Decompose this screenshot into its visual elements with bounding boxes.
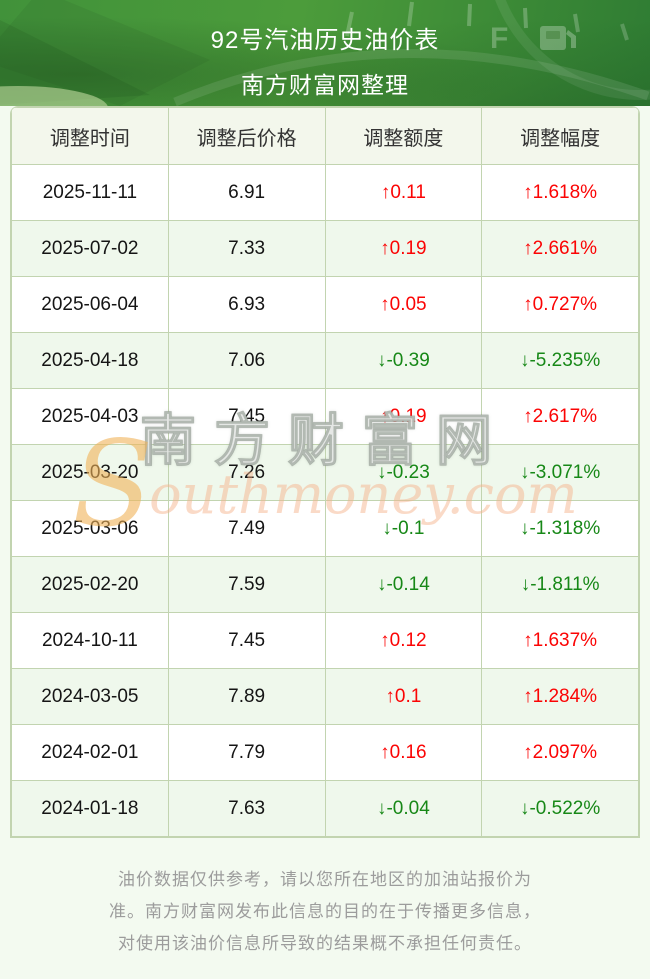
price-cell: 6.91 <box>167 164 326 221</box>
date-cell: 2025-07-02 <box>11 220 169 277</box>
price-row: 2024-10-11 7.45 ↑0.12 ↑1.637% <box>11 612 639 669</box>
price-row: 2024-02-01 7.79 ↑0.16 ↑2.097% <box>11 724 639 781</box>
price-cell: 7.59 <box>167 556 326 613</box>
pct-cell: ↑0.727% <box>481 276 639 333</box>
date-cell: 2024-02-01 <box>11 724 169 781</box>
change-cell: ↑0.05 <box>324 276 483 333</box>
price-table: 调整时间 调整后价格 调整额度 调整幅度 2025-11-11 6.91 ↑0.11… <box>10 106 640 838</box>
price-row: 2025-02-20 7.59 ↓-0.14 ↓-1.811% <box>11 556 639 613</box>
hero-banner: F 92号汽油历史油价表 南方财富网整理 <box>0 0 650 106</box>
change-cell: ↓-0.04 <box>324 780 483 837</box>
gauge-f-label: F <box>490 22 508 55</box>
price-row: 2025-06-04 6.93 ↑0.05 ↑0.727% <box>11 276 639 333</box>
date-cell: 2024-10-11 <box>11 612 169 669</box>
pct-cell: ↑1.618% <box>481 164 639 221</box>
pct-cell: ↑1.284% <box>481 668 639 725</box>
date-cell: 2024-03-05 <box>11 668 169 725</box>
table-header-row: 调整时间 调整后价格 调整额度 调整幅度 <box>11 107 639 165</box>
price-row: 2025-11-11 6.91 ↑0.11 ↑1.618% <box>11 164 639 221</box>
price-cell: 7.33 <box>167 220 326 277</box>
pct-cell: ↓-5.235% <box>481 332 639 389</box>
price-cell: 7.26 <box>167 444 326 501</box>
date-cell: 2024-01-18 <box>11 780 169 837</box>
change-cell: ↑0.11 <box>324 164 483 221</box>
disclaimer-line: 准。南方财富网发布此信息的目的在于传播更多信息， <box>109 902 541 921</box>
col-header-adjusted-price: 调整后价格 <box>167 107 326 165</box>
price-row: 2025-03-06 7.49 ↓-0.1 ↓-1.318% <box>11 500 639 557</box>
price-row: 2025-03-20 7.26 ↓-0.23 ↓-3.071% <box>11 444 639 501</box>
col-header-adjust-amount: 调整额度 <box>324 107 483 165</box>
change-cell: ↓-0.39 <box>324 332 483 389</box>
date-cell: 2025-06-04 <box>11 276 169 333</box>
pct-cell: ↓-1.811% <box>481 556 639 613</box>
price-row: 2025-04-03 7.45 ↑0.19 ↑2.617% <box>11 388 639 445</box>
change-cell: ↓-0.1 <box>324 500 483 557</box>
change-cell: ↑0.12 <box>324 612 483 669</box>
fuel-gauge-decoration: F <box>0 0 650 106</box>
pct-cell: ↓-0.522% <box>481 780 639 837</box>
date-cell: 2025-03-06 <box>11 500 169 557</box>
date-cell: 2025-04-03 <box>11 388 169 445</box>
change-cell: ↓-0.14 <box>324 556 483 613</box>
pct-cell: ↑2.617% <box>481 388 639 445</box>
price-cell: 7.49 <box>167 500 326 557</box>
date-cell: 2025-02-20 <box>11 556 169 613</box>
price-cell: 7.79 <box>167 724 326 781</box>
price-row: 2025-07-02 7.33 ↑0.19 ↑2.661% <box>11 220 639 277</box>
price-cell: 6.93 <box>167 276 326 333</box>
price-cell: 7.89 <box>167 668 326 725</box>
price-cell: 7.63 <box>167 780 326 837</box>
change-cell: ↑0.16 <box>324 724 483 781</box>
date-cell: 2025-03-20 <box>11 444 169 501</box>
price-row: 2025-04-18 7.06 ↓-0.39 ↓-5.235% <box>11 332 639 389</box>
change-cell: ↑0.19 <box>324 220 483 277</box>
pct-cell: ↓-3.071% <box>481 444 639 501</box>
page-subtitle: 南方财富网整理 <box>241 72 409 98</box>
change-cell: ↑0.1 <box>324 668 483 725</box>
pct-cell: ↓-1.318% <box>481 500 639 557</box>
table-body: 2025-11-11 6.91 ↑0.11 ↑1.618% 2025-07-02 7.33… <box>11 164 639 837</box>
pct-cell: ↑2.097% <box>481 724 639 781</box>
price-cell: 7.45 <box>167 388 326 445</box>
page-title: 92号汽油历史油价表 <box>210 27 440 54</box>
date-cell: 2025-11-11 <box>11 164 169 221</box>
change-cell: ↑0.19 <box>324 388 483 445</box>
fuel-pump-icon <box>540 26 576 50</box>
price-row: 2024-01-18 7.63 ↓-0.04 ↓-0.522% <box>11 780 639 837</box>
price-row: 2024-03-05 7.89 ↑0.1 ↑1.284% <box>11 668 639 725</box>
pct-cell: ↑1.637% <box>481 612 639 669</box>
disclaimer-line: 油价数据仅供参考，请以您所在地区的加油站报价为 <box>118 870 532 889</box>
price-cell: 7.45 <box>167 612 326 669</box>
pct-cell: ↑2.661% <box>481 220 639 277</box>
col-header-adjust-time: 调整时间 <box>11 107 169 165</box>
col-header-adjust-rate: 调整幅度 <box>481 107 639 165</box>
disclaimer-line: 对使用该油价信息所导致的结果概不承担任何责任。 <box>118 934 532 953</box>
price-cell: 7.06 <box>167 332 326 389</box>
date-cell: 2025-04-18 <box>11 332 169 389</box>
disclaimer: 油价数据仅供参考，请以您所在地区的加油站报价为 准。南方财富网发布此信息的目的在… <box>0 838 650 960</box>
change-cell: ↓-0.23 <box>324 444 483 501</box>
